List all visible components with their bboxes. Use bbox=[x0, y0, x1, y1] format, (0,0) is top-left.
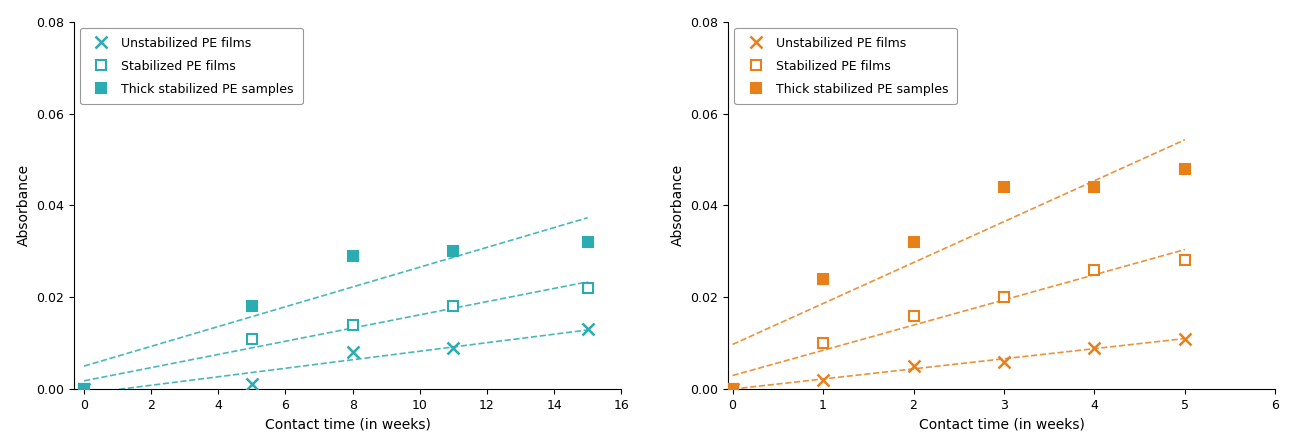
X-axis label: Contact time (in weeks): Contact time (in weeks) bbox=[919, 418, 1085, 431]
Legend: Unstabilized PE films, Stabilized PE films, Thick stabilized PE samples: Unstabilized PE films, Stabilized PE fil… bbox=[735, 28, 956, 104]
Y-axis label: Absorbance: Absorbance bbox=[671, 164, 684, 246]
X-axis label: Contact time (in weeks): Contact time (in weeks) bbox=[264, 418, 430, 431]
Legend: Unstabilized PE films, Stabilized PE films, Thick stabilized PE samples: Unstabilized PE films, Stabilized PE fil… bbox=[80, 28, 303, 104]
Y-axis label: Absorbance: Absorbance bbox=[17, 164, 31, 246]
